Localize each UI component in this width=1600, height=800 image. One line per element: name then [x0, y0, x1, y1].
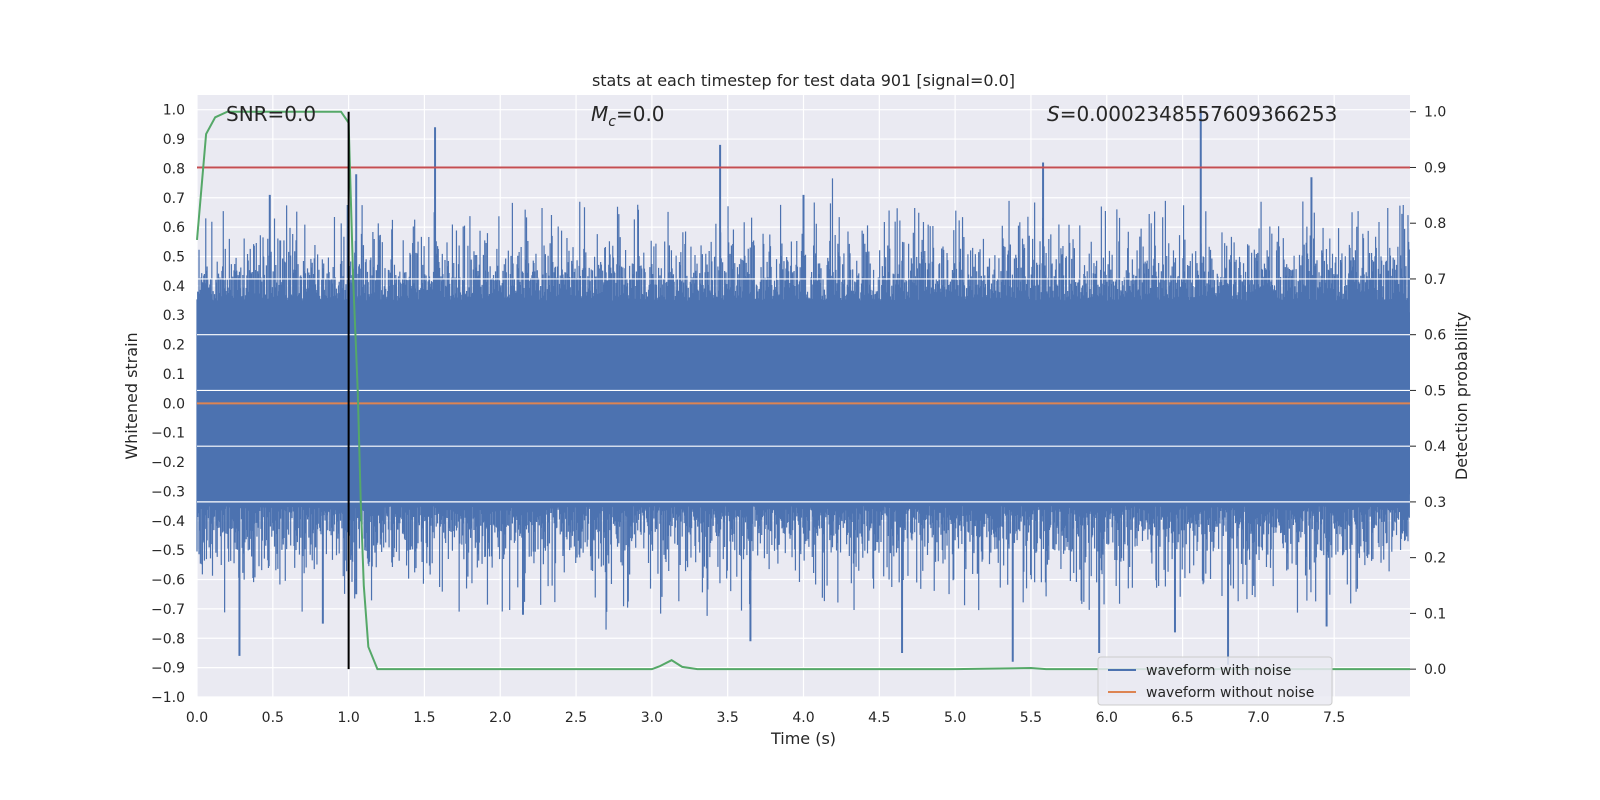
left-y-tick-label: −0.6: [151, 573, 185, 589]
x-tick-label: 1.0: [337, 710, 359, 726]
x-tick-label: 4.5: [868, 710, 890, 726]
x-tick-label: 6.5: [1171, 710, 1193, 726]
left-y-tick-label: 0.2: [163, 338, 185, 354]
right-y-tick-label: 0.4: [1424, 439, 1446, 455]
right-y-tick-label: 0.6: [1424, 328, 1446, 344]
left-y-tick-label: −0.9: [151, 661, 185, 677]
x-tick-label: 2.5: [565, 710, 587, 726]
left-y-tick-label: 0.8: [163, 161, 185, 177]
legend-label-noise: waveform with noise: [1146, 663, 1291, 679]
left-y-tick-labels: 1.0 0.9 0.8 0.7 0.6 0.5 0.4 0.3 0.2 0.1 0.0 −0.1 −0.…: [151, 103, 185, 706]
left-y-tick-label: −0.3: [151, 484, 185, 500]
x-tick-label: 3.0: [641, 710, 663, 726]
chirp-mass-symbol: M: [591, 102, 608, 126]
right-y-tick-label: 0.9: [1424, 160, 1446, 176]
left-y-tick-label: −0.8: [151, 631, 185, 647]
left-y-tick-label: −0.7: [151, 602, 185, 618]
left-y-tick-label: 0.4: [163, 279, 185, 295]
x-tick-label: 7.5: [1323, 710, 1345, 726]
left-y-tick-label: 0.3: [163, 308, 185, 324]
statistic-symbol: S: [1047, 102, 1060, 126]
right-y-axis-label: Detection probability: [1452, 312, 1471, 480]
left-y-axis-label: Whitened strain: [122, 332, 141, 459]
right-y-tick-label: 0.7: [1424, 272, 1446, 288]
chirp-mass-value: =0.0: [616, 102, 665, 126]
left-y-tick-label: 0.9: [163, 132, 185, 148]
right-y-tick-label: 0.3: [1424, 495, 1446, 511]
snr-annotation: SNR=0.0: [226, 102, 316, 126]
statistic-annotation: S=0.0002348557609366253: [1047, 102, 1337, 126]
right-y-tick-label: 0.2: [1424, 551, 1446, 567]
left-y-tick-label: 0.7: [163, 191, 185, 207]
right-y-tick-labels: 1.0 0.9 0.8 0.7 0.6 0.5 0.4 0.3 0.2 0.1 0.0: [1410, 105, 1446, 678]
x-tick-labels: 0.0 0.5 1.0 1.5 2.0 2.5 3.0 3.5 4.0 4.5 5.0 5.5 6.0 6…: [186, 710, 1345, 726]
x-tick-label: 7.0: [1247, 710, 1269, 726]
legend-box: [1097, 656, 1333, 706]
left-y-tick-label: 0.0: [163, 396, 185, 412]
legend: waveform with noise waveform without noi…: [1097, 656, 1333, 706]
x-tick-label: 0.5: [262, 710, 284, 726]
right-y-tick-label: 0.8: [1424, 216, 1446, 232]
left-y-tick-label: −0.2: [151, 455, 185, 471]
left-y-tick-label: 0.5: [163, 250, 185, 266]
left-y-tick-label: −1.0: [151, 690, 185, 706]
detection-probability-line: [196, 110, 1410, 671]
x-axis-label: Time (s): [770, 729, 836, 748]
chart-title: stats at each timestep for test data 901…: [592, 71, 1015, 90]
left-y-tick-label: −0.5: [151, 543, 185, 559]
left-y-tick-label: 1.0: [163, 103, 185, 119]
statistic-value: =0.0002348557609366253: [1060, 102, 1338, 126]
x-tick-label: 3.5: [717, 710, 739, 726]
x-tick-label: 6.0: [1096, 710, 1118, 726]
right-y-tick-label: 0.1: [1424, 606, 1446, 622]
legend-label-clean: waveform without noise: [1146, 685, 1314, 701]
left-y-tick-label: −0.1: [151, 426, 185, 442]
x-tick-label: 1.5: [413, 710, 435, 726]
chirp-mass-annotation: Mc=0.0: [591, 102, 665, 130]
x-tick-label: 0.0: [186, 710, 208, 726]
x-tick-label: 5.0: [944, 710, 966, 726]
x-tick-label: 5.5: [1020, 710, 1042, 726]
left-y-tick-label: 0.1: [163, 367, 185, 383]
right-y-tick-label: 0.0: [1424, 662, 1446, 678]
right-axis-gridlines: [197, 278, 1410, 503]
left-y-tick-label: 0.6: [163, 220, 185, 236]
chirp-mass-subscript: c: [608, 114, 616, 130]
x-tick-label: 2.0: [489, 710, 511, 726]
right-y-tick-label: 0.5: [1424, 383, 1446, 399]
left-y-tick-label: −0.4: [151, 514, 185, 530]
right-y-tick-label: 1.0: [1424, 105, 1446, 121]
x-tick-label: 4.0: [792, 710, 814, 726]
